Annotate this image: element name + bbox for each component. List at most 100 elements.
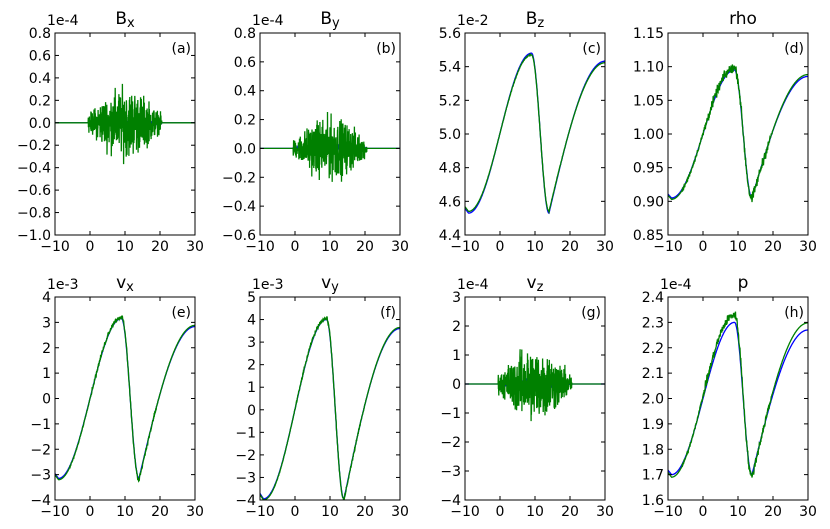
axis-multiplier: 1e-2 [457,13,488,29]
series-green-line [55,83,195,165]
axes-frame [54,296,196,501]
title-main: v [321,273,331,293]
y-tick-label: 0 [452,377,461,393]
y-tick-label: 1.9 [642,417,664,433]
subplot-d: −10 0 10 20 30 0.85 0.90 0.95 1.00 1.05 1.10 1.15 rh… [633,9,817,255]
y-tick-label: −2 [440,435,461,451]
y-tick-label: −0.4 [17,161,51,177]
x-tick-label: 30 [799,504,817,520]
y-tick-label: 2.0 [642,392,664,408]
series-green-line [668,64,808,203]
y-tick-label: 5.4 [439,60,461,76]
title-subscript: x [126,280,134,295]
x-tick-label: 0 [86,504,95,520]
subplot-title: Bz [526,9,545,31]
x-tick-label: −10 [40,239,70,255]
title-main: v [527,273,537,293]
x-tick-label: 10 [321,504,339,520]
subplot-b: −10 0 10 20 30 −0.6 −0.4 −0.2 0.0 0.2 0.4 0.6 0.81e-… [222,9,409,255]
series-blue-line [260,318,400,500]
y-tick-label: 4.8 [439,161,461,177]
y-tick-label: −2 [30,442,51,458]
axis-multiplier: 1e-3 [252,277,283,293]
x-tick-label: 0 [699,504,708,520]
y-tick-label: 2 [452,319,461,335]
title-subscript: x [127,16,135,31]
y-tick-label: −3 [235,470,256,486]
x-tick-label: 20 [151,504,169,520]
x-tick-label: 10 [321,239,339,255]
title-main: B [115,9,127,29]
x-tick-label: −10 [653,239,683,255]
y-tick-label: 1.05 [633,93,664,109]
y-tick-label: 1.00 [633,127,664,143]
y-tick-label: 1 [247,380,256,396]
x-tick-label: 30 [391,239,409,255]
y-tick-label: 0.6 [234,55,256,71]
y-tick-label: −1 [30,417,51,433]
x-tick-label: 20 [356,504,374,520]
y-tick-label: 0.90 [633,194,664,210]
y-tick-label: 1 [42,366,51,382]
x-tick-label: 10 [526,504,544,520]
x-tick-label: −10 [450,239,480,255]
x-tick-label: 10 [729,239,747,255]
panel-label: (d) [784,41,804,57]
y-tick-label: 4.4 [439,228,461,244]
y-tick-label: −3 [440,464,461,480]
y-tick-label: −0.2 [222,170,256,186]
y-tick-label: −4 [30,493,51,509]
y-tick-label: 2 [42,341,51,357]
title-main: rho [729,9,757,29]
panel-label: (e) [171,305,191,321]
axis-multiplier: 1e-4 [47,13,79,29]
subplot-title: vx [116,273,134,295]
y-tick-label: 1.10 [633,60,664,76]
x-tick-label: 10 [526,239,544,255]
panel-label: (f) [380,305,396,321]
y-tick-label: −1 [440,406,461,422]
y-tick-label: 5.6 [439,26,461,42]
series-green-line [260,111,400,182]
x-tick-label: 30 [186,239,204,255]
y-tick-label: 0.0 [234,141,256,157]
y-tick-label: 0.4 [234,84,256,100]
y-tick-label: 3 [247,335,256,351]
subplot-a: −10 0 10 20 30 −1.0 −0.8 −0.6 −0.4 −0.2 0.0 0.2 0.4 0… [17,9,204,255]
x-tick-label: 0 [699,239,708,255]
title-main: v [116,273,126,293]
y-tick-label: 0.0 [29,116,51,132]
subplot-h: −10 0 10 20 30 1.6 1.7 1.8 1.9 2.0 2.1 2.2 2.3 2.41e-… [642,273,817,520]
y-tick-label: −0.4 [222,199,256,215]
title-subscript: y [332,16,340,31]
y-tick-label: 2.4 [642,290,664,306]
y-tick-label: 2.3 [642,315,664,331]
y-tick-label: −1 [235,425,256,441]
axis-multiplier: 1e-4 [252,13,284,29]
panel-label: (g) [581,305,601,321]
y-tick-label: 2.1 [642,366,664,382]
axes-frame [464,32,606,236]
axis-multiplier: 1e-4 [660,277,692,293]
y-tick-label: −4 [440,493,461,509]
y-tick-label: 1.6 [642,493,664,509]
x-tick-label: 0 [291,504,300,520]
series-green-line [465,52,605,215]
series-green-line [668,311,808,478]
y-tick-label: 0.2 [29,93,51,109]
series-blue-line [55,317,195,480]
y-tick-label: 5 [247,290,256,306]
y-tick-label: −0.8 [17,206,51,222]
x-tick-label: 20 [561,239,579,255]
title-subscript: z [537,280,544,295]
series-blue-line [668,321,808,476]
y-tick-label: −1.0 [17,228,51,244]
x-tick-label: 30 [799,239,817,255]
subplot-title: Bx [115,9,135,31]
title-subscript: z [537,16,544,31]
subplot-title: rho [729,9,757,29]
y-tick-label: 5.0 [439,127,461,143]
x-tick-label: −10 [450,504,480,520]
